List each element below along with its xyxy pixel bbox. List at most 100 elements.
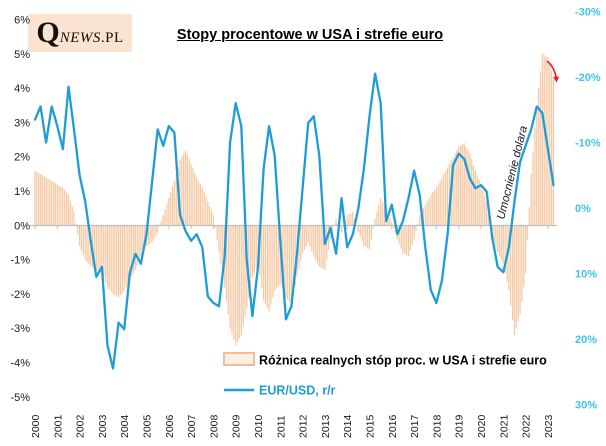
rate-diff-bar: [77, 225, 79, 235]
rate-diff-bar: [127, 225, 129, 284]
rate-diff-bar: [524, 225, 527, 274]
rate-diff-bar: [551, 71, 553, 226]
rate-diff-bar: [56, 184, 58, 226]
rate-diff-bar: [82, 225, 84, 256]
year-label: 2011: [275, 415, 287, 438]
rate-diff-bar: [517, 225, 519, 322]
rate-diff-bar: [196, 177, 198, 226]
year-label: 2021: [498, 414, 510, 438]
rate-diff-bar: [461, 144, 464, 226]
rate-diff-bar: [160, 220, 162, 226]
rate-diff-bar: [435, 187, 438, 226]
rate-diff-bar: [136, 225, 138, 266]
rate-diff-bar: [523, 225, 525, 288]
rate-diff-bar: [248, 225, 250, 298]
rate-diff-bar: [537, 88, 540, 226]
year-label: 2013: [320, 414, 332, 438]
rate-diff-bar: [328, 225, 330, 250]
rate-diff-bar: [235, 225, 237, 346]
year-label: 2018: [431, 414, 443, 438]
rate-diff-bar: [58, 185, 60, 226]
rate-diff-bar: [105, 225, 107, 283]
rate-diff-bar: [502, 225, 504, 264]
rate-diff-bar: [201, 187, 203, 226]
rate-diff-bar: [367, 225, 369, 249]
rate-diff-bar: [370, 225, 372, 240]
rate-diff-bar: [413, 225, 415, 240]
rate-diff-bar: [439, 180, 441, 226]
rate-diff-bar: [131, 225, 133, 277]
rate-diff-bar: [140, 225, 142, 257]
year-label: 2012: [298, 414, 310, 438]
rate-diff-bar: [118, 225, 120, 298]
rate-diff-bar: [199, 184, 202, 226]
logo-q: Q: [36, 16, 60, 49]
rate-diff-bar: [110, 225, 112, 292]
rate-diff-bar: [448, 163, 451, 226]
rate-diff-bar: [309, 225, 311, 248]
rate-diff-bar: [231, 225, 233, 335]
rate-diff-bar: [541, 54, 543, 226]
rate-diff-bar: [352, 211, 354, 226]
rate-diff-bar: [255, 225, 257, 268]
rate-diff-bar: [432, 192, 434, 226]
rate-diff-bar: [357, 225, 359, 233]
rate-diff-bar: [446, 167, 449, 226]
rate-diff-bar: [157, 225, 159, 233]
rate-diff-bar: [34, 170, 36, 226]
rate-diff-bar: [264, 225, 267, 305]
rate-diff-bar: [359, 225, 361, 237]
rate-diff-bar: [519, 225, 521, 315]
rate-diff-bar: [106, 225, 109, 288]
rate-diff-bar: [526, 225, 529, 241]
rate-diff-bar: [144, 225, 146, 250]
year-label: 2017: [409, 414, 421, 438]
rate-diff-bar: [495, 225, 497, 248]
rate-diff-bar: [209, 206, 211, 226]
rate-diff-bar: [149, 225, 151, 244]
right-axis-tick-label: 0%: [575, 203, 591, 215]
rate-diff-bar: [547, 57, 549, 226]
logo-news: NEWS: [59, 30, 101, 46]
rate-diff-bar: [294, 225, 296, 287]
rate-diff-bar: [472, 164, 475, 226]
rate-diff-bar: [318, 225, 320, 267]
rate-diff-bar: [454, 153, 456, 226]
rate-diff-bar: [482, 190, 484, 226]
rate-diff-bar: [216, 225, 218, 241]
rate-diff-bar: [465, 146, 467, 226]
left-axis-tick-label: 3%: [14, 117, 30, 129]
rate-diff-bars: [34, 54, 555, 346]
rate-diff-bar: [86, 225, 88, 263]
rate-diff-bar: [175, 174, 177, 226]
left-axis-tick-label: -3%: [10, 323, 30, 335]
rate-diff-bar: [341, 225, 343, 233]
rate-diff-bar: [346, 215, 348, 226]
rate-diff-bar: [285, 225, 287, 298]
rate-diff-bar: [350, 212, 352, 226]
rate-diff-bar: [277, 225, 280, 287]
x-axis: 2000 2001 2002 2003 2004 2005 2006 2007 2008 2009…: [30, 224, 557, 438]
rate-diff-bar: [381, 201, 384, 226]
rate-diff-bar: [543, 55, 545, 226]
trend-arrow-icon: [546, 60, 560, 83]
rate-diff-bar: [173, 180, 175, 226]
rate-diff-bar: [443, 174, 445, 226]
rate-diff-bar: [411, 225, 413, 245]
rate-diff-bar: [119, 225, 122, 296]
rate-diff-bar: [307, 225, 309, 243]
year-label: 2020: [476, 414, 488, 438]
rate-diff-bar: [530, 174, 532, 226]
rate-diff-bar: [233, 225, 235, 340]
rate-diff-bar: [244, 225, 246, 317]
rate-diff-bar: [65, 192, 68, 226]
rate-diff-bar: [510, 225, 512, 306]
rate-diff-bar: [400, 225, 402, 249]
year-label: 2001: [52, 414, 64, 438]
rate-diff-bar: [430, 194, 432, 226]
rate-diff-bar: [322, 225, 324, 269]
rate-diff-bar: [62, 187, 64, 226]
rate-diff-bar: [188, 159, 190, 226]
rate-diff-bar: [210, 210, 213, 226]
rate-diff-bar: [95, 225, 97, 271]
